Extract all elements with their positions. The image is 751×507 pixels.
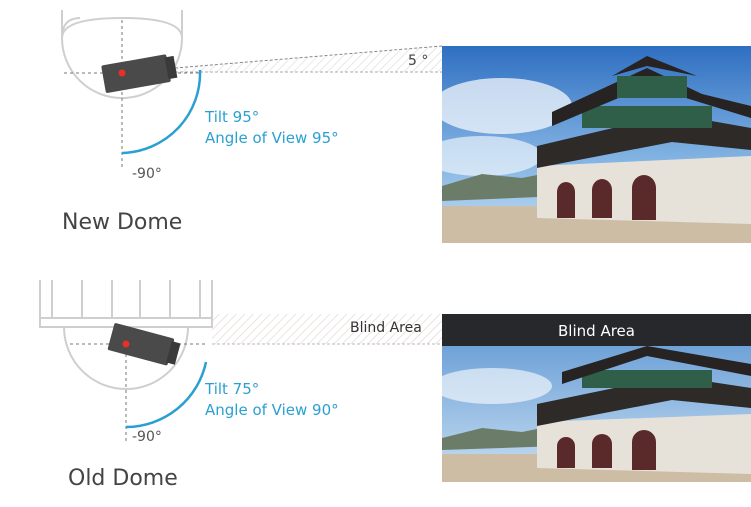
blind-area-bar: Blind Area	[442, 314, 751, 346]
dome-bubble	[63, 326, 189, 390]
lens-dot	[118, 69, 126, 77]
top-angle-label: 5 °	[408, 53, 429, 69]
lens-dot	[122, 340, 130, 348]
new-dome-diagram	[61, 10, 443, 168]
blind-area-hatch	[212, 314, 442, 344]
dome-housing	[39, 280, 213, 328]
angle-of-view-label: Angle of View 95°	[205, 129, 339, 147]
tilt-arc	[121, 69, 202, 155]
view-wedge-5deg	[175, 46, 442, 72]
new-dome-title: New Dome	[62, 210, 183, 235]
angle-of-view-label: Angle of View 90°	[205, 401, 339, 419]
tilt-label: Tilt 95°	[205, 108, 260, 126]
camera-body	[101, 54, 178, 93]
dome-bubble	[61, 16, 184, 99]
tilt-label: Tilt 75°	[205, 380, 260, 398]
old-dome-panel: Blind Area Tilt 75° Angle of View 90° -9…	[0, 270, 751, 507]
blind-area-bar-label: Blind Area	[558, 322, 635, 340]
blind-area-label: Blind Area	[350, 320, 422, 336]
camera-body	[107, 323, 181, 366]
palace-photo-old	[442, 346, 751, 482]
old-dome-title: Old Dome	[68, 466, 178, 491]
min-angle-label: -90°	[132, 429, 162, 445]
tilt-arc	[125, 361, 208, 429]
palace-photo-new	[442, 46, 751, 243]
old-dome-diagram	[39, 280, 442, 442]
min-angle-label: -90°	[132, 166, 162, 182]
new-dome-panel: 5 ° Tilt 95° Angle of View 95° -90° New …	[0, 0, 751, 250]
